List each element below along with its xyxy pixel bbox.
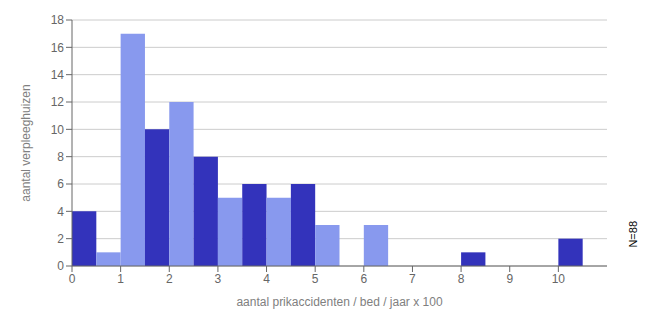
svg-text:3: 3 <box>215 272 222 286</box>
svg-text:0: 0 <box>69 272 76 286</box>
svg-text:2: 2 <box>57 232 64 246</box>
svg-text:10: 10 <box>51 123 65 137</box>
svg-text:4: 4 <box>57 205 64 219</box>
svg-text:14: 14 <box>51 68 65 82</box>
svg-text:6: 6 <box>360 272 367 286</box>
svg-text:8: 8 <box>57 150 64 164</box>
svg-text:9: 9 <box>506 272 513 286</box>
svg-text:12: 12 <box>51 95 65 109</box>
svg-text:8: 8 <box>458 272 465 286</box>
svg-text:1: 1 <box>117 272 124 286</box>
svg-text:6: 6 <box>57 177 64 191</box>
svg-text:16: 16 <box>51 41 65 55</box>
html-text:N=88: N=88 <box>627 221 639 248</box>
svg-text:5: 5 <box>312 272 319 286</box>
svg-text:7: 7 <box>409 272 416 286</box>
svg-text:aantal prikaccidenten / bed /: aantal prikaccidenten / bed / jaar x 100 <box>236 295 442 309</box>
svg-text:aantal verpleeghuizen: aantal verpleeghuizen <box>19 84 33 201</box>
svg-text:0: 0 <box>57 259 64 273</box>
svg-text:2: 2 <box>166 272 173 286</box>
svg-text:4: 4 <box>263 272 270 286</box>
svg-text:18: 18 <box>51 13 65 27</box>
svg-text:10: 10 <box>552 272 566 286</box>
